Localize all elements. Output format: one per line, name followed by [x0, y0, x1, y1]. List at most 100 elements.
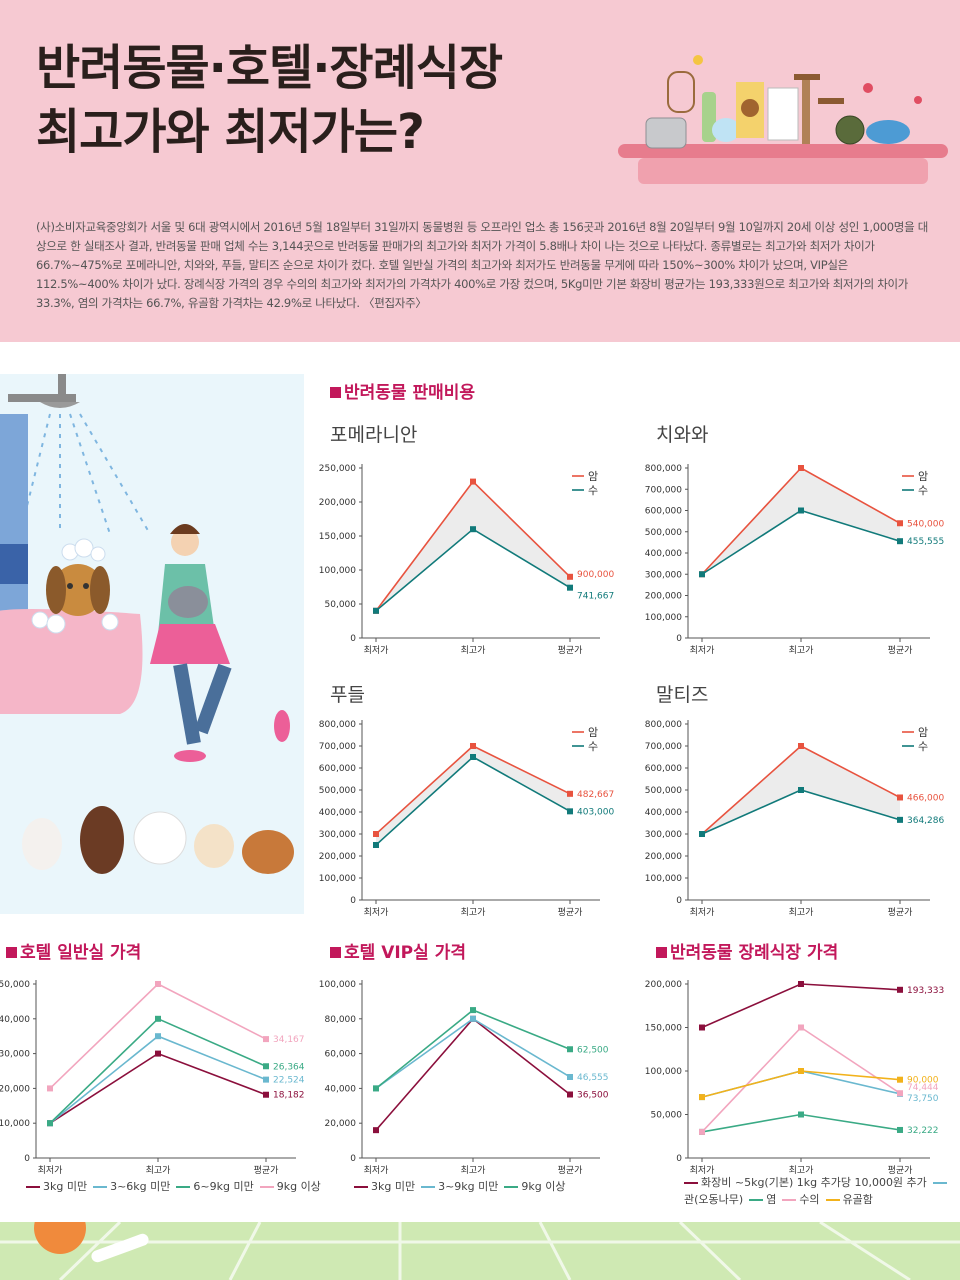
legend-label: 3kg 미만 — [43, 1180, 88, 1193]
y-tick-label: 200,000 — [319, 852, 356, 862]
legend-item: 화장비 ~5kg(기본) 1kg 추가당 10,000원 추가 — [684, 1176, 927, 1189]
x-tick-label: 최저가 — [38, 1165, 63, 1176]
y-tick-label: 600,000 — [319, 764, 356, 774]
x-tick-label: 최저가 — [364, 645, 389, 656]
data-point — [567, 1091, 573, 1098]
data-point — [263, 1076, 269, 1083]
data-label: 741,667 — [577, 592, 614, 602]
legend-swatch — [684, 1182, 698, 1184]
floor-tiles-drawing — [0, 1202, 960, 1280]
data-label: 193,333 — [907, 986, 944, 996]
chart-pomeranian: 0 50,000 100,000 150,000 200,000 250,000 최저가 최고… — [319, 464, 614, 656]
data-point — [897, 520, 903, 527]
x-tick-label: 평균가 — [888, 645, 913, 656]
x-tick-label: 최고가 — [461, 645, 486, 656]
legend-label: 수 — [588, 740, 598, 753]
legend-item: 유골함 — [825, 1193, 873, 1206]
y-tick-label: 700,000 — [645, 742, 682, 752]
y-tick-label: 50,000 — [0, 980, 30, 990]
data-point — [155, 1050, 161, 1057]
x-tick-label: 최저가 — [364, 1165, 389, 1176]
title-line-2: 최고가와 최저가는? — [36, 104, 425, 160]
data-point — [897, 794, 903, 801]
y-tick-label: 0 — [350, 634, 356, 644]
legend-label: 9kg 이상 — [276, 1180, 321, 1193]
series-line — [375, 1017, 571, 1131]
y-tick-label: 0 — [676, 896, 682, 906]
y-tick-label: 0 — [676, 634, 682, 644]
y-tick-label: 100,000 — [645, 874, 682, 884]
data-point — [798, 465, 804, 471]
series-line — [701, 983, 901, 1029]
legend-hotel-vip: 3kg 미만 3~9kg 미만 9kg 이상 — [354, 1178, 572, 1194]
legend-item: 염 — [749, 1193, 776, 1206]
y-tick-label: 500,000 — [319, 786, 356, 796]
legend-label: 9kg 이상 — [521, 1180, 566, 1193]
legend-hotel-normal: 3kg 미만 3~6kg 미만 6~9kg 미만 9kg 이상 — [26, 1178, 327, 1194]
section-title-funeral: 반려동물 장례식장 가격 — [656, 938, 838, 963]
data-point — [699, 571, 705, 578]
data-point — [155, 981, 161, 987]
data-point — [798, 787, 804, 793]
y-tick-label: 0 — [676, 1154, 682, 1164]
intro-paragraph: (사)소비자교육중앙회가 서울 및 6대 광역시에서 2016년 5월 18일부… — [36, 220, 928, 310]
y-tick-label: 800,000 — [645, 464, 682, 474]
data-label: 36,500 — [577, 1090, 609, 1100]
data-point — [567, 584, 573, 591]
data-point — [373, 1085, 379, 1092]
y-tick-label: 100,000 — [319, 874, 356, 884]
y-tick-label: 100,000 — [645, 613, 682, 623]
legend-swatch — [354, 1186, 368, 1188]
data-point — [699, 831, 705, 837]
data-point — [470, 1007, 476, 1014]
legend-label: 관(오동나무) — [684, 1193, 744, 1206]
chart-poodle: 0 100,000 200,000 300,000 400,000 500,000 600,… — [319, 720, 614, 918]
data-label: 26,364 — [273, 1062, 305, 1072]
data-point — [798, 507, 804, 514]
data-label: 46,555 — [577, 1073, 609, 1083]
series-line — [49, 1052, 267, 1124]
data-label: 482,667 — [577, 790, 614, 800]
data-point — [373, 607, 379, 614]
legend-item: 3kg 미만 — [26, 1180, 87, 1193]
legend-item: 관(오동나무) — [684, 1176, 950, 1206]
section-bullet — [656, 947, 667, 958]
data-point — [47, 1120, 53, 1127]
data-point — [897, 816, 903, 823]
y-tick-label: 200,000 — [645, 592, 682, 602]
y-tick-label: 80,000 — [325, 1015, 357, 1025]
y-tick-label: 100,000 — [319, 566, 356, 576]
chart-chihuahua: 0 100,000 200,000 300,000 400,000 500,000 600,… — [645, 464, 944, 656]
data-point — [897, 1090, 903, 1097]
data-point — [798, 743, 804, 749]
data-label: 62,500 — [577, 1045, 609, 1055]
data-label: 34,167 — [273, 1035, 305, 1045]
section-bullet — [330, 387, 341, 398]
data-point — [798, 1111, 804, 1118]
data-point — [373, 1127, 379, 1134]
x-tick-label: 최저가 — [690, 1165, 715, 1176]
data-point — [897, 986, 903, 993]
series-line — [375, 528, 571, 612]
legend-label: 3~6kg 미만 — [110, 1180, 171, 1193]
data-point — [263, 1063, 269, 1070]
y-tick-label: 150,000 — [319, 532, 356, 542]
data-label: 900,000 — [577, 570, 614, 580]
x-tick-label: 최고가 — [146, 1165, 171, 1176]
x-tick-label: 평균가 — [254, 1165, 279, 1176]
data-label: 73,750 — [907, 1094, 939, 1104]
legend-label: 화장비 ~5kg(기본) 1kg 추가당 10,000원 추가 — [701, 1176, 927, 1189]
section-title-hotel-normal: 호텔 일반실 가격 — [6, 938, 141, 963]
y-tick-label: 300,000 — [645, 570, 682, 580]
data-point — [373, 831, 379, 837]
data-label: 90,000 — [907, 1076, 939, 1086]
data-label: 74,444 — [907, 1083, 939, 1093]
legend-item: 수의 — [782, 1193, 820, 1206]
data-point — [798, 981, 804, 987]
data-point — [155, 1015, 161, 1022]
y-tick-label: 50,000 — [651, 1111, 683, 1121]
data-point — [897, 538, 903, 545]
data-point — [699, 1128, 705, 1135]
legend-swatch — [782, 1199, 797, 1201]
data-point — [699, 1024, 705, 1031]
